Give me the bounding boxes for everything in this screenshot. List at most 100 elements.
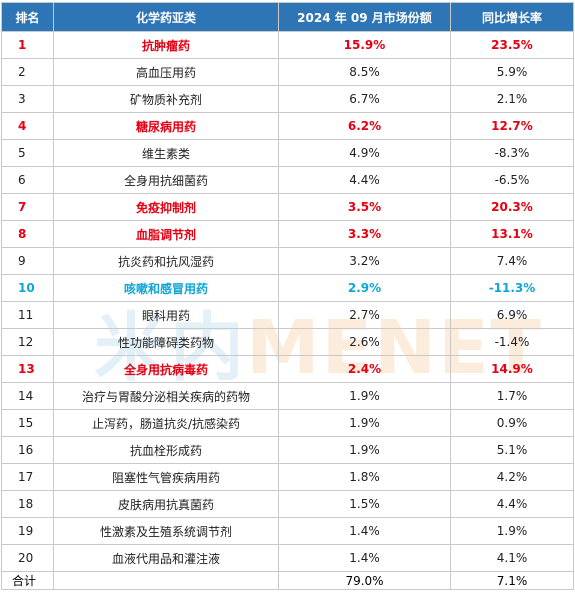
growth-rate-cell: 13.1% bbox=[450, 220, 574, 248]
growth-rate-cell: 2.1% bbox=[450, 85, 574, 113]
table-row: 15 止泻药，肠道抗炎/抗感染药 1.9% 0.9% bbox=[1, 409, 574, 437]
market-share-cell: 1.8% bbox=[278, 463, 451, 491]
growth-rate-cell: 0.9% bbox=[450, 409, 574, 437]
growth-rate-cell: -8.3% bbox=[450, 139, 574, 167]
subcategory-cell: 免疫抑制剂 bbox=[53, 193, 279, 221]
market-share-cell: 6.7% bbox=[278, 85, 451, 113]
market-share-cell: 2.4% bbox=[278, 355, 451, 383]
rank-cell: 16 bbox=[1, 436, 54, 464]
subcategory-cell: 血液代用品和灌注液 bbox=[53, 544, 279, 572]
table-row: 16 抗血栓形成药 1.9% 5.1% bbox=[1, 436, 574, 464]
growth-rate-cell: -6.5% bbox=[450, 166, 574, 194]
growth-rate-cell: 4.1% bbox=[450, 544, 574, 572]
growth-rate-cell: 6.9% bbox=[450, 301, 574, 329]
market-share-cell: 4.9% bbox=[278, 139, 451, 167]
growth-rate-cell: 23.5% bbox=[450, 31, 574, 59]
growth-rate-cell: 1.7% bbox=[450, 382, 574, 410]
table-row: 18 皮肤病用抗真菌药 1.5% 4.4% bbox=[1, 490, 574, 518]
total-label: 合计 bbox=[1, 571, 54, 590]
subcategory-cell: 性激素及生殖系统调节剂 bbox=[53, 517, 279, 545]
table-row: 1 抗肿瘤药 15.9% 23.5% bbox=[1, 31, 574, 59]
subcategory-cell: 抗肿瘤药 bbox=[53, 31, 279, 59]
rank-cell: 11 bbox=[1, 301, 54, 329]
rank-cell: 6 bbox=[1, 166, 54, 194]
rank-cell: 15 bbox=[1, 409, 54, 437]
rank-cell: 9 bbox=[1, 247, 54, 275]
market-share-cell: 2.9% bbox=[278, 274, 451, 302]
rank-cell: 20 bbox=[1, 544, 54, 572]
header-market-share: 2024 年 09 月市场份额 bbox=[278, 2, 451, 32]
total-row: 合计 79.0% 7.1% bbox=[1, 571, 574, 590]
growth-rate-cell: -1.4% bbox=[450, 328, 574, 356]
market-share-cell: 6.2% bbox=[278, 112, 451, 140]
rank-cell: 18 bbox=[1, 490, 54, 518]
market-share-cell: 1.5% bbox=[278, 490, 451, 518]
rank-cell: 14 bbox=[1, 382, 54, 410]
total-growth: 7.1% bbox=[450, 571, 574, 590]
subcategory-cell: 咳嗽和感冒用药 bbox=[53, 274, 279, 302]
subcategory-cell: 眼科用药 bbox=[53, 301, 279, 329]
table-row: 8 血脂调节剂 3.3% 13.1% bbox=[1, 220, 574, 248]
market-share-cell: 1.4% bbox=[278, 517, 451, 545]
table-header-row: 排名 化学药亚类 2024 年 09 月市场份额 同比增长率 bbox=[1, 2, 574, 32]
total-name bbox=[53, 571, 279, 590]
market-share-cell: 4.4% bbox=[278, 166, 451, 194]
subcategory-cell: 抗炎药和抗风湿药 bbox=[53, 247, 279, 275]
subcategory-cell: 抗血栓形成药 bbox=[53, 436, 279, 464]
total-share: 79.0% bbox=[278, 571, 451, 590]
table-body: 1 抗肿瘤药 15.9% 23.5% 2 高血压用药 8.5% 5.9% 3 矿物质补充剂 6.7%… bbox=[1, 31, 574, 572]
table-row: 5 维生素类 4.9% -8.3% bbox=[1, 139, 574, 167]
table-row: 14 治疗与胃酸分泌相关疾病的药物 1.9% 1.7% bbox=[1, 382, 574, 410]
rank-cell: 4 bbox=[1, 112, 54, 140]
subcategory-cell: 治疗与胃酸分泌相关疾病的药物 bbox=[53, 382, 279, 410]
subcategory-cell: 止泻药，肠道抗炎/抗感染药 bbox=[53, 409, 279, 437]
subcategory-cell: 性功能障碍类药物 bbox=[53, 328, 279, 356]
table-row: 10 咳嗽和感冒用药 2.9% -11.3% bbox=[1, 274, 574, 302]
growth-rate-cell: 20.3% bbox=[450, 193, 574, 221]
subcategory-cell: 高血压用药 bbox=[53, 58, 279, 86]
table-row: 19 性激素及生殖系统调节剂 1.4% 1.9% bbox=[1, 517, 574, 545]
table-row: 6 全身用抗细菌药 4.4% -6.5% bbox=[1, 166, 574, 194]
subcategory-cell: 全身用抗病毒药 bbox=[53, 355, 279, 383]
rank-cell: 1 bbox=[1, 31, 54, 59]
table-row: 2 高血压用药 8.5% 5.9% bbox=[1, 58, 574, 86]
subcategory-cell: 全身用抗细菌药 bbox=[53, 166, 279, 194]
growth-rate-cell: 1.9% bbox=[450, 517, 574, 545]
growth-rate-cell: 14.9% bbox=[450, 355, 574, 383]
header-growth-rate: 同比增长率 bbox=[450, 2, 574, 32]
header-rank: 排名 bbox=[1, 2, 54, 32]
table-row: 4 糖尿病用药 6.2% 12.7% bbox=[1, 112, 574, 140]
market-share-cell: 3.2% bbox=[278, 247, 451, 275]
table-row: 20 血液代用品和灌注液 1.4% 4.1% bbox=[1, 544, 574, 572]
growth-rate-cell: 5.9% bbox=[450, 58, 574, 86]
rank-cell: 3 bbox=[1, 85, 54, 113]
growth-rate-cell: 7.4% bbox=[450, 247, 574, 275]
growth-rate-cell: 5.1% bbox=[450, 436, 574, 464]
rank-cell: 17 bbox=[1, 463, 54, 491]
growth-rate-cell: 12.7% bbox=[450, 112, 574, 140]
market-share-cell: 8.5% bbox=[278, 58, 451, 86]
growth-rate-cell: -11.3% bbox=[450, 274, 574, 302]
market-share-cell: 2.7% bbox=[278, 301, 451, 329]
growth-rate-cell: 4.2% bbox=[450, 463, 574, 491]
table-row: 9 抗炎药和抗风湿药 3.2% 7.4% bbox=[1, 247, 574, 275]
market-share-cell: 2.6% bbox=[278, 328, 451, 356]
market-share-table: 排名 化学药亚类 2024 年 09 月市场份额 同比增长率 1 抗肿瘤药 15.9… bbox=[1, 2, 574, 590]
rank-cell: 5 bbox=[1, 139, 54, 167]
table-row: 17 阻塞性气管疾病用药 1.8% 4.2% bbox=[1, 463, 574, 491]
subcategory-cell: 阻塞性气管疾病用药 bbox=[53, 463, 279, 491]
subcategory-cell: 矿物质补充剂 bbox=[53, 85, 279, 113]
growth-rate-cell: 4.4% bbox=[450, 490, 574, 518]
rank-cell: 10 bbox=[1, 274, 54, 302]
market-share-cell: 1.9% bbox=[278, 436, 451, 464]
rank-cell: 12 bbox=[1, 328, 54, 356]
table-row: 13 全身用抗病毒药 2.4% 14.9% bbox=[1, 355, 574, 383]
table-row: 7 免疫抑制剂 3.5% 20.3% bbox=[1, 193, 574, 221]
subcategory-cell: 糖尿病用药 bbox=[53, 112, 279, 140]
market-share-cell: 1.4% bbox=[278, 544, 451, 572]
market-share-cell: 15.9% bbox=[278, 31, 451, 59]
table-row: 12 性功能障碍类药物 2.6% -1.4% bbox=[1, 328, 574, 356]
rank-cell: 8 bbox=[1, 220, 54, 248]
header-subcategory: 化学药亚类 bbox=[53, 2, 279, 32]
table-row: 11 眼科用药 2.7% 6.9% bbox=[1, 301, 574, 329]
